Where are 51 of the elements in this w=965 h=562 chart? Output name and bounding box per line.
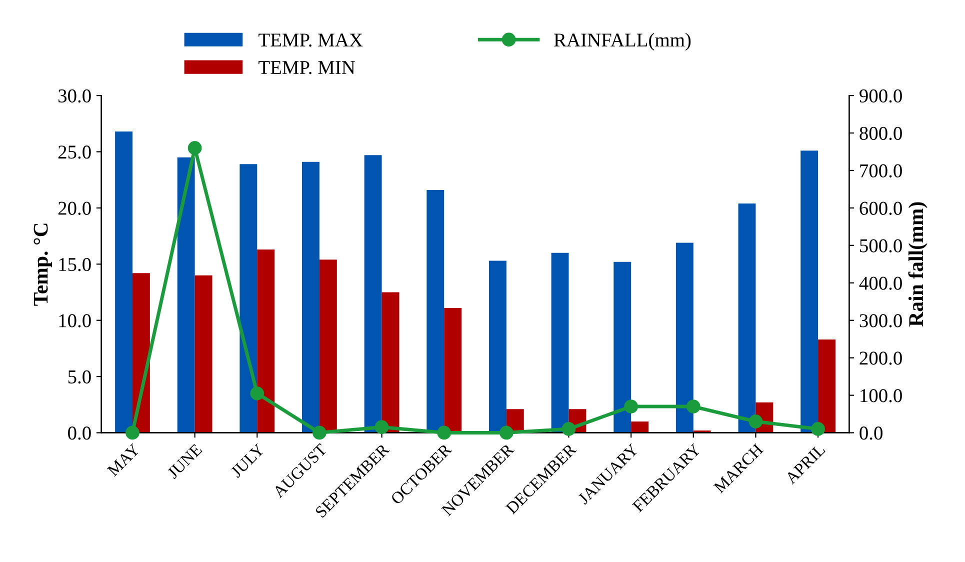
y-tick-label: 0.0 [68, 426, 91, 440]
point [562, 422, 576, 436]
y-tick-label: 5.0 [68, 370, 91, 384]
y-tick-label: 10.0 [59, 314, 91, 328]
y2-tick-label: 300.0 [860, 314, 902, 328]
y2-tick-label: 100.0 [860, 389, 902, 402]
bar [738, 203, 756, 433]
y-tick-label: 20.0 [58, 202, 91, 215]
bar [800, 150, 818, 433]
y2-tick-label: 200.0 [860, 352, 902, 365]
point [250, 386, 264, 400]
y2-axis-title: Rain fall(mm) [908, 202, 928, 327]
bar [818, 339, 836, 433]
bar [364, 155, 382, 433]
point [437, 426, 452, 440]
legend-label: RAINFALL(mm) [554, 32, 691, 51]
point [748, 414, 763, 428]
bar [676, 242, 694, 433]
point [624, 400, 638, 414]
bar [177, 157, 195, 433]
y-axis-title: Temp. °C [34, 224, 52, 306]
bar [257, 250, 275, 433]
point [686, 400, 700, 414]
point [374, 420, 389, 434]
y-tick-label: 25.0 [58, 146, 91, 159]
bar [382, 292, 400, 433]
y-tick-label: 30.0 [58, 89, 91, 103]
bar [240, 164, 258, 433]
bar [444, 308, 462, 433]
legend-label: TEMP. MAX [258, 34, 363, 47]
y2-tick-label: 400.0 [859, 276, 902, 290]
bar [551, 252, 569, 433]
y2-tick-label: 900.0 [860, 89, 902, 103]
y2-tick-label: 500.0 [860, 239, 902, 252]
point [126, 426, 140, 440]
bar [302, 162, 320, 433]
y2-tick-label: 600.0 [860, 202, 902, 215]
point [312, 426, 326, 440]
bar [488, 260, 506, 433]
point [499, 426, 514, 440]
y-tick-label: 15.0 [59, 258, 91, 272]
point [811, 422, 825, 436]
bar [115, 132, 132, 433]
bar [614, 262, 632, 433]
y2-tick-label: 800.0 [860, 126, 902, 140]
bar [194, 275, 212, 433]
y2-tick-label: 0.0 [860, 426, 882, 440]
legend-label: TEMP. MIN [258, 61, 355, 74]
bar [631, 422, 649, 433]
y2-tick-label: 700.0 [860, 164, 902, 178]
point [188, 141, 202, 155]
